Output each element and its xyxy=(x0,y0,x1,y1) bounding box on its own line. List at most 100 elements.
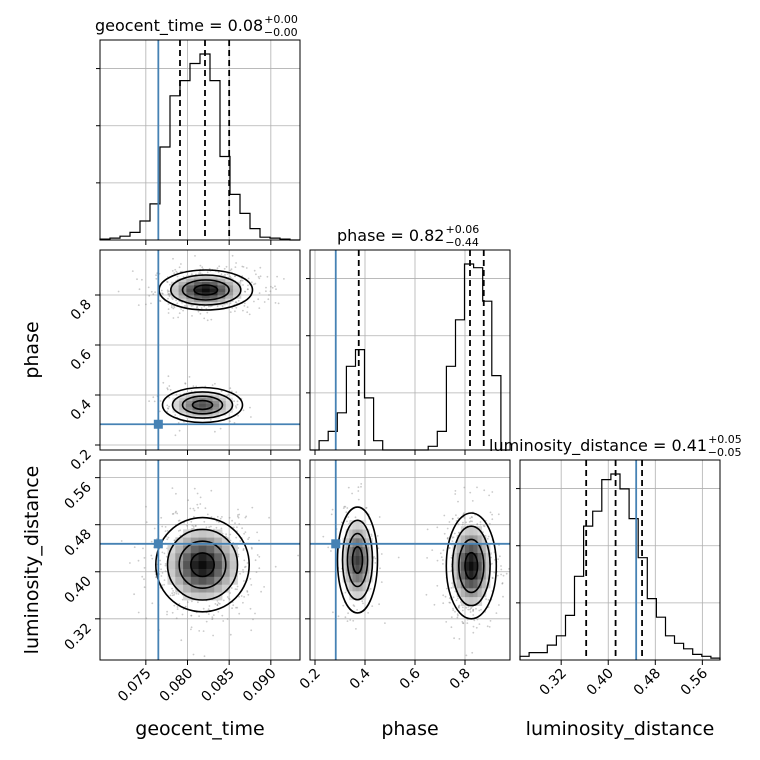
sample-point xyxy=(451,518,454,520)
sample-point xyxy=(176,275,179,278)
density-cell xyxy=(359,537,363,548)
sample-point xyxy=(167,536,170,539)
sample-point xyxy=(222,599,225,602)
density-cell xyxy=(206,529,215,538)
density-cell xyxy=(225,400,233,404)
sample-point xyxy=(173,539,176,542)
sample-point xyxy=(451,536,454,539)
sample-point xyxy=(235,405,237,407)
sample-point xyxy=(327,546,330,549)
density-cell xyxy=(369,564,373,574)
sample-point xyxy=(253,283,255,286)
sample-point xyxy=(237,299,240,302)
density-cell xyxy=(349,529,353,539)
sample-point xyxy=(151,602,154,605)
sample-point xyxy=(137,304,140,306)
sample-point xyxy=(181,301,184,304)
density-cell xyxy=(217,278,226,282)
sample-point xyxy=(245,515,248,518)
sample-point xyxy=(133,546,136,549)
sample-point xyxy=(226,618,229,620)
density-cell xyxy=(345,537,350,548)
sample-point xyxy=(462,622,464,625)
sample-point xyxy=(491,491,494,493)
sample-point xyxy=(192,507,195,510)
sample-point xyxy=(442,559,444,561)
sample-point xyxy=(491,577,494,580)
sample-point xyxy=(166,281,169,283)
density-cell xyxy=(352,582,357,592)
y-tick-label: 0.56 xyxy=(61,479,94,512)
sample-point xyxy=(160,575,163,577)
sample-point xyxy=(205,620,208,623)
density-cell xyxy=(201,275,211,279)
sample-point xyxy=(448,601,451,604)
sample-point xyxy=(166,610,169,613)
sample-point xyxy=(376,535,379,537)
sample-point xyxy=(171,611,174,614)
x-tick-label: 0.4 xyxy=(347,665,374,692)
sample-point xyxy=(225,533,228,536)
density-cell xyxy=(469,526,474,536)
sample-point xyxy=(486,625,489,628)
panel-frame xyxy=(99,39,301,241)
sample-point xyxy=(163,552,166,555)
density-cell xyxy=(214,584,223,593)
density-cell xyxy=(199,406,207,410)
density-cell xyxy=(201,295,211,299)
density-cell xyxy=(233,291,242,296)
sample-point xyxy=(462,606,464,609)
sample-point xyxy=(193,509,196,512)
density-cell xyxy=(229,568,238,577)
sample-point xyxy=(237,414,240,417)
sample-point xyxy=(258,539,260,542)
density-cell xyxy=(465,535,470,545)
sample-point xyxy=(214,603,217,605)
sample-point xyxy=(471,516,473,519)
sample-point xyxy=(266,275,269,278)
sample-point xyxy=(153,400,156,403)
density-cell xyxy=(359,520,363,530)
density-cell xyxy=(481,587,487,598)
sample-point xyxy=(173,539,176,542)
density-cell xyxy=(167,552,176,562)
sample-point xyxy=(365,507,367,509)
sample-point xyxy=(256,554,259,556)
sample-point xyxy=(251,506,254,509)
sample-point xyxy=(167,312,170,314)
sample-point xyxy=(446,587,448,590)
sample-point xyxy=(239,280,242,282)
sample-point xyxy=(488,494,490,497)
density-cell xyxy=(185,412,193,416)
contour-line xyxy=(346,532,369,588)
sample-point xyxy=(198,615,201,617)
sample-point xyxy=(245,267,248,269)
sample-point xyxy=(211,616,214,618)
sample-point xyxy=(238,595,240,598)
density-cell xyxy=(465,579,470,589)
sample-point xyxy=(216,515,219,518)
sample-point xyxy=(462,622,465,625)
sample-point xyxy=(490,552,492,554)
panel-content xyxy=(100,250,300,450)
sample-point xyxy=(234,275,236,277)
sample-point xyxy=(274,285,276,288)
density-cell xyxy=(477,587,483,598)
density-cell xyxy=(460,587,466,598)
sample-point xyxy=(166,613,168,616)
density-cell xyxy=(205,397,213,401)
sample-point xyxy=(457,523,460,526)
sample-point xyxy=(352,619,355,622)
sample-point xyxy=(479,523,482,526)
sample-point xyxy=(455,599,458,602)
sample-point xyxy=(143,567,146,569)
sample-point xyxy=(349,619,352,621)
sample-point xyxy=(221,614,224,617)
sample-point xyxy=(226,394,229,397)
sample-point xyxy=(254,612,256,615)
sample-point xyxy=(465,654,468,657)
panel-phase-vs-geocent_time xyxy=(99,249,301,451)
sample-point xyxy=(360,483,363,485)
x-axis-label-luminosity-distance: luminosity_distance xyxy=(526,718,715,740)
